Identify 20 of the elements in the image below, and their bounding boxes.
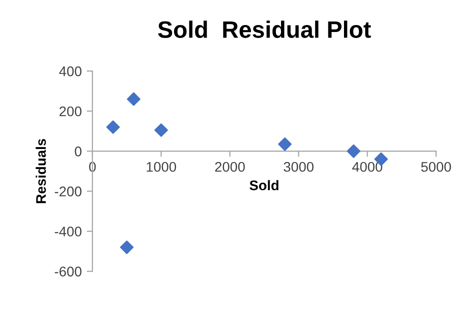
y-tick-label: -600: [54, 266, 82, 276]
chart-title: Sold Residual Plot: [158, 20, 371, 38]
point: [154, 123, 168, 137]
point: [106, 120, 120, 134]
x-tick-label: 1000: [146, 162, 176, 172]
y-tick-label: 400: [59, 66, 82, 76]
y-axis-title: Residuals: [36, 138, 46, 204]
point: [278, 137, 292, 151]
point: [346, 144, 360, 158]
x-tick-label: 2000: [215, 162, 245, 172]
y-tick-label: 0: [74, 146, 82, 156]
point: [120, 240, 134, 254]
point: [126, 92, 140, 106]
y-tick-label: -200: [54, 186, 82, 196]
x-tick-label: 5000: [421, 162, 451, 172]
y-tick-label: 200: [60, 106, 82, 116]
x-tick-label: 3000: [284, 162, 314, 172]
x-axis-title: Sold: [250, 180, 278, 190]
y-tick-label: -400: [54, 226, 82, 236]
x-tick-label: 0: [89, 162, 96, 172]
